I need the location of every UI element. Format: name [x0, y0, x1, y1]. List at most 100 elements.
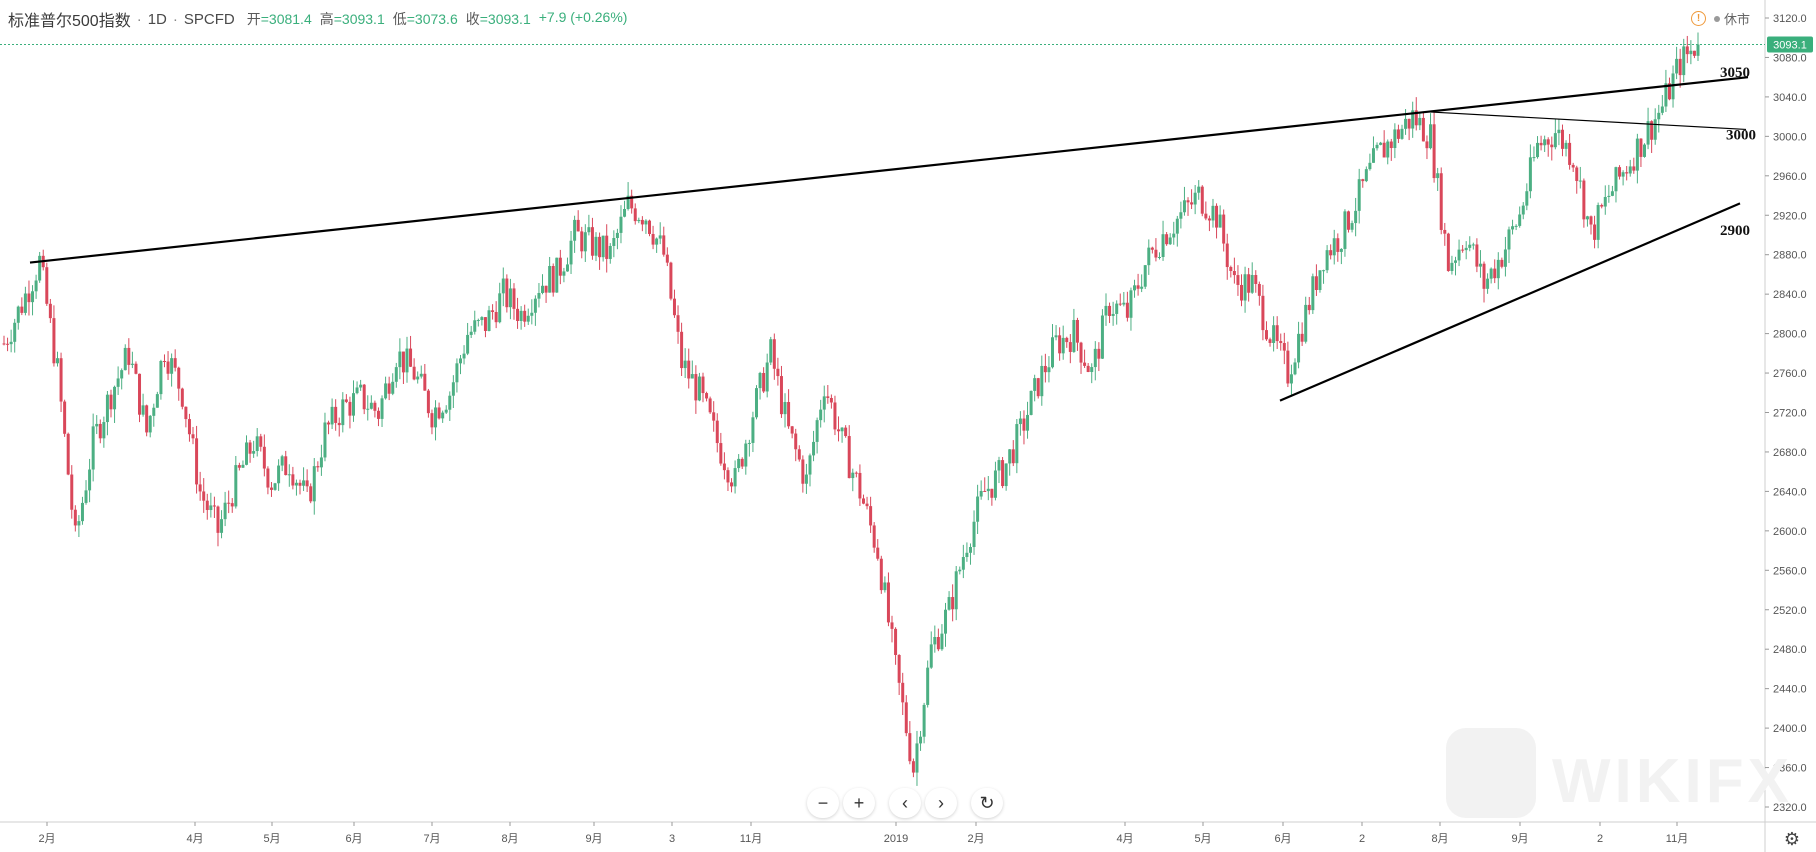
y-tick-label: 3040.0 — [1773, 92, 1807, 104]
candle-down — [772, 339, 776, 369]
candle-down — [847, 436, 851, 479]
close-label: 收 — [465, 11, 480, 27]
candle-down — [298, 482, 302, 486]
candle-down — [423, 373, 427, 391]
warning-icon[interactable]: ! — [1690, 11, 1706, 26]
candle-up — [940, 633, 944, 650]
candle-up — [245, 442, 249, 465]
candle-down — [70, 474, 74, 510]
candle-down — [1150, 247, 1154, 250]
candle-up — [915, 743, 919, 773]
symbol-title[interactable]: 标准普尔500指数 — [8, 13, 131, 30]
level-annotation: 3000 — [1726, 127, 1756, 143]
candle-down — [1439, 173, 1443, 230]
x-tick-label: 5月 — [1194, 833, 1211, 845]
candle-up — [1610, 191, 1614, 196]
candle-up — [95, 423, 99, 427]
candle-up — [102, 422, 106, 439]
candle-down — [590, 227, 594, 256]
candle-up — [466, 334, 470, 354]
candle-down — [1058, 335, 1062, 354]
high-value: =3093.1 — [333, 11, 385, 27]
candle-up — [148, 415, 152, 433]
candle-up — [473, 320, 477, 332]
reset-chart-button[interactable]: ↻ — [971, 788, 1003, 818]
candle-up — [380, 398, 384, 419]
candle-down — [1414, 110, 1418, 126]
candle-up — [130, 363, 134, 365]
candle-up — [1404, 118, 1408, 129]
candle-down — [672, 298, 676, 316]
candle-up — [1400, 128, 1404, 139]
candle-down — [362, 384, 366, 410]
candle-up — [1133, 285, 1137, 291]
candle-up — [330, 406, 334, 425]
candle-down — [1432, 124, 1436, 179]
candle-down — [576, 219, 580, 232]
candle-up — [1418, 117, 1422, 126]
candle-down — [1389, 141, 1393, 149]
candle-up — [501, 278, 505, 294]
candle-down — [640, 219, 644, 225]
x-tick-label: 2月 — [967, 833, 984, 845]
zoom-in-button[interactable]: + — [843, 788, 875, 818]
x-tick-label: 11月 — [740, 833, 762, 845]
interval-label[interactable]: 1D — [147, 10, 167, 28]
candle-up — [1457, 249, 1461, 261]
candle-down — [1407, 118, 1411, 129]
candle-up — [1104, 305, 1108, 316]
candle-up — [530, 312, 534, 316]
candle-down — [936, 637, 940, 650]
zoom-out-button[interactable]: − — [807, 788, 839, 818]
candle-up — [1250, 275, 1254, 293]
candle-down — [790, 426, 794, 434]
candle-up — [273, 483, 277, 490]
candle-up — [1122, 302, 1126, 305]
candle-down — [1229, 267, 1233, 272]
candle-down — [266, 468, 270, 488]
candle-up — [441, 412, 445, 419]
candle-down — [1482, 263, 1486, 289]
candle-up — [690, 374, 694, 379]
candle-down — [1667, 83, 1671, 100]
candle-down — [1361, 179, 1365, 182]
candle-down — [1575, 167, 1579, 181]
candle-down — [177, 367, 181, 389]
candle-up — [1596, 205, 1600, 240]
candle-down — [740, 458, 744, 467]
settings-gear-icon[interactable]: ⚙ — [1783, 828, 1801, 849]
candle-up — [615, 232, 619, 239]
candle-down — [1083, 362, 1087, 366]
candle-up — [141, 405, 145, 415]
candle-up — [155, 394, 159, 408]
candle-down — [230, 503, 234, 507]
candle-up — [508, 288, 512, 308]
candle-down — [523, 310, 527, 322]
candle-down — [180, 388, 184, 407]
candle-up — [84, 490, 88, 503]
candle-up — [444, 409, 448, 413]
candle-up — [533, 298, 537, 313]
candle-down — [598, 236, 602, 258]
candle-down — [869, 506, 873, 526]
candle-up — [573, 219, 577, 241]
candle-up — [1585, 216, 1589, 220]
candle-up — [1671, 73, 1675, 100]
scroll-right-button[interactable]: › — [925, 788, 957, 818]
candle-up — [398, 351, 402, 368]
open-label: 开 — [246, 11, 261, 27]
candle-up — [13, 322, 17, 342]
candle-down — [701, 376, 705, 394]
candle-up — [351, 393, 355, 416]
scroll-left-button[interactable]: ‹ — [889, 788, 921, 818]
candle-down — [212, 505, 216, 507]
last-price-tag — [1767, 36, 1813, 53]
candle-up — [1004, 463, 1008, 487]
low-value: =3073.6 — [406, 11, 458, 27]
candle-up — [1339, 248, 1343, 252]
candle-down — [829, 397, 833, 403]
candle-down — [184, 406, 188, 420]
candle-up — [804, 474, 808, 484]
candle-down — [437, 407, 441, 419]
